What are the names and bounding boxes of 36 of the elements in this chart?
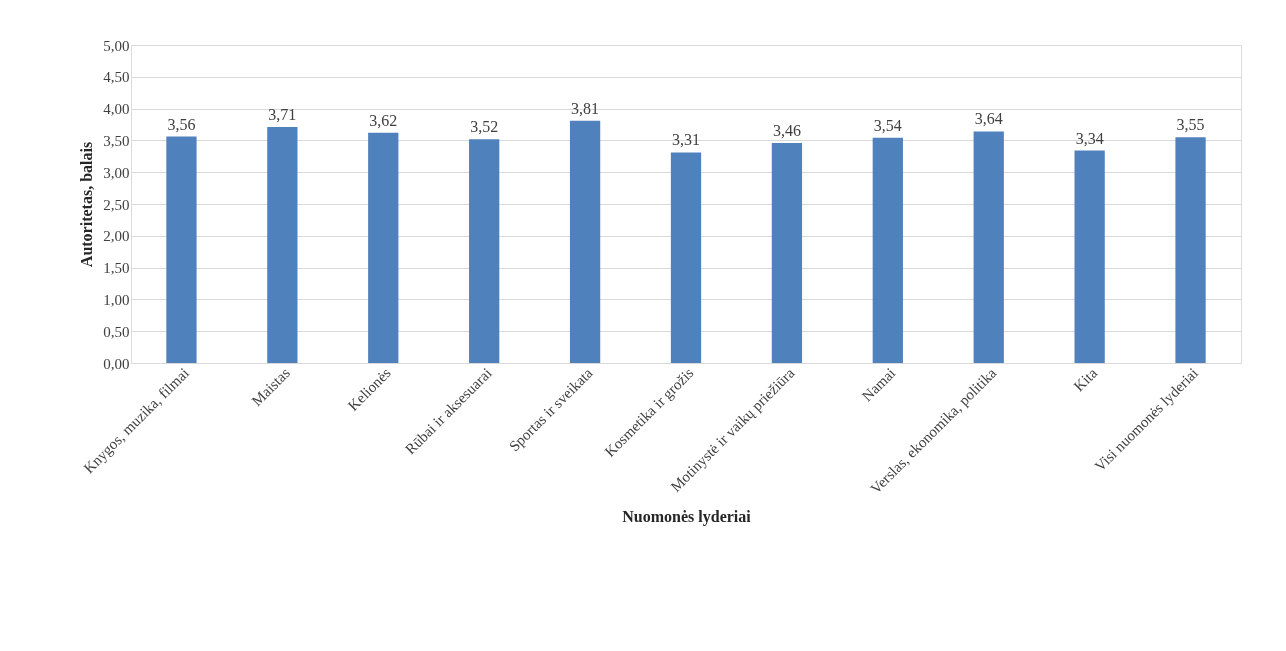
y-tick-label: 0,50 <box>103 323 130 340</box>
bar <box>267 127 298 363</box>
y-axis-title: Autoritetas, balais <box>78 141 96 268</box>
data-label: 3,52 <box>470 118 499 136</box>
y-tick-label: 1,00 <box>103 291 130 308</box>
bar <box>569 120 601 363</box>
bar <box>1175 137 1206 363</box>
y-tick-label: 0,00 <box>103 355 130 372</box>
bar <box>872 137 903 363</box>
bar <box>166 136 197 363</box>
y-tick-label: 5,00 <box>103 37 130 54</box>
data-label: 3,64 <box>974 110 1003 128</box>
data-label: 3,81 <box>571 99 600 117</box>
bar <box>1074 150 1105 363</box>
x-axis-title: Nuomonės lyderiai <box>622 507 752 526</box>
y-tick-label: 2,00 <box>103 228 130 245</box>
bar <box>973 131 1004 363</box>
data-label: 3,55 <box>1176 116 1205 134</box>
data-label: 3,54 <box>873 116 902 134</box>
y-tick-label: 3,00 <box>103 164 130 181</box>
bar <box>670 152 702 363</box>
data-label: 3,46 <box>772 121 801 139</box>
bar <box>771 142 803 363</box>
data-label: 3,71 <box>268 106 297 124</box>
y-tick-label: 1,50 <box>103 260 130 277</box>
data-label: 3,34 <box>1075 129 1104 147</box>
data-label: 3,56 <box>167 115 196 133</box>
y-tick-label: 4,50 <box>103 69 130 86</box>
bar <box>469 139 500 363</box>
data-label: 3,62 <box>369 111 398 129</box>
y-tick-label: 2,50 <box>103 196 130 213</box>
x-tick-label: Kita <box>1070 364 1101 395</box>
y-tick-label: 3,50 <box>103 132 130 149</box>
bar <box>368 132 399 363</box>
y-tick-label: 4,00 <box>103 101 130 118</box>
data-label: 3,31 <box>672 131 700 149</box>
